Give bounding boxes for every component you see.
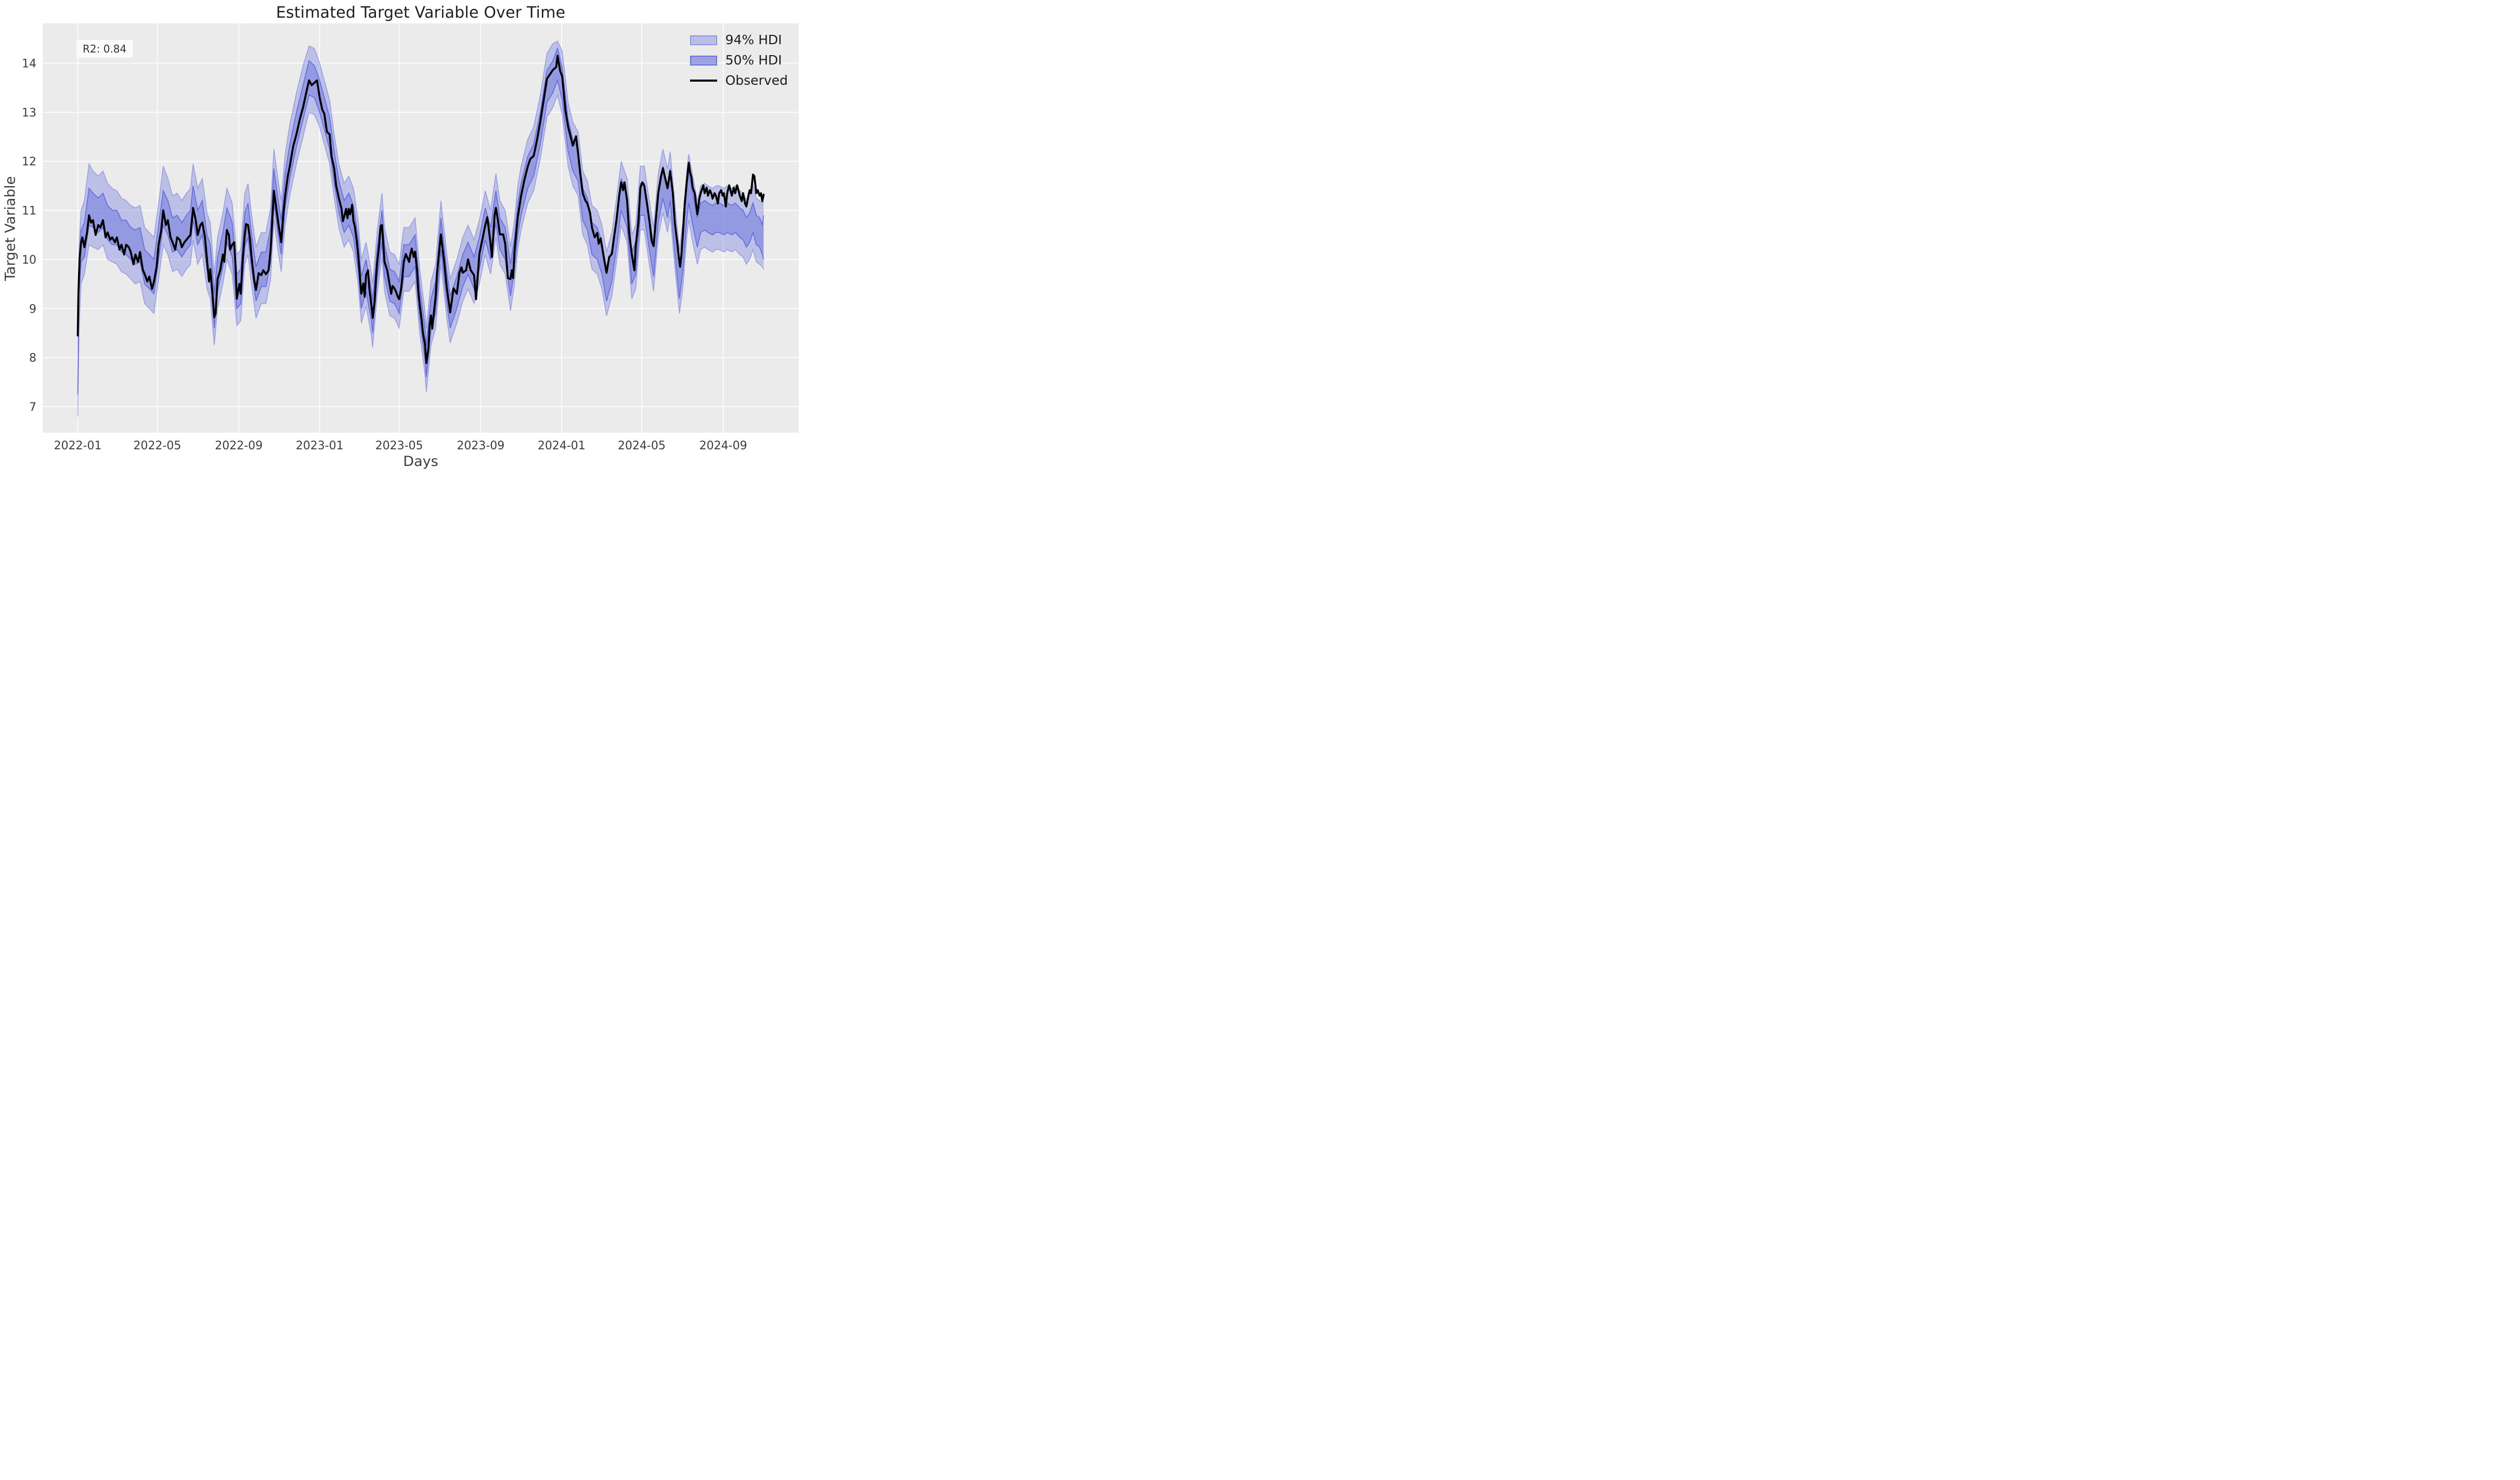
- observed-line-icon: [690, 80, 717, 82]
- r2-annotation-text: R2: 0.84: [83, 43, 127, 55]
- y-tick-label: 8: [29, 352, 36, 365]
- x-tick-label: 2024-01: [538, 439, 586, 452]
- x-tick-label: 2024-05: [618, 439, 666, 452]
- hdi94-band-upper-edge: [77, 40, 764, 329]
- y-axis-tick-labels: 7 8 9 10 11 12 13 14: [22, 57, 36, 414]
- y-tick-label: 12: [22, 155, 36, 168]
- chart-title: Estimated Target Variable Over Time: [276, 4, 566, 22]
- chart-figure: 2022-01 2022-05 2022-09 2023-01 2023-05 2023-…: [0, 0, 803, 472]
- y-tick-label: 11: [22, 205, 36, 218]
- x-axis-label: Days: [403, 453, 438, 470]
- hdi94-band-lower-edge: [77, 94, 764, 417]
- x-tick-label: 2023-09: [457, 439, 504, 452]
- plot-svg: 2022-01 2022-05 2022-09 2023-01 2023-05 2023-…: [22, 23, 799, 452]
- y-axis-label: Target Variable: [2, 176, 19, 281]
- legend-item-50-hdi: 50% HDI: [690, 53, 788, 68]
- y-tick-label: 10: [22, 254, 36, 267]
- hdi50-band-lower-edge: [77, 79, 764, 395]
- legend-label: 50% HDI: [725, 53, 782, 68]
- x-tick-label: 2024-09: [699, 439, 747, 452]
- hdi94-swatch-icon: [690, 35, 717, 45]
- x-tick-label: 2023-05: [375, 439, 423, 452]
- x-tick-label: 2022-01: [54, 439, 102, 452]
- x-tick-label: 2022-09: [215, 439, 263, 452]
- x-axis-tick-labels: 2022-01 2022-05 2022-09 2023-01 2023-05 2023-…: [54, 439, 747, 452]
- hdi50-swatch-icon: [690, 55, 717, 66]
- legend-label: Observed: [725, 73, 788, 88]
- r2-annotation: R2: 0.84: [76, 40, 133, 58]
- legend: 94% HDI 50% HDI Observed: [690, 32, 788, 88]
- observed-line: [76, 55, 765, 364]
- legend-item-94-hdi: 94% HDI: [690, 32, 788, 48]
- legend-label: 94% HDI: [725, 32, 782, 47]
- hdi94-band: [77, 41, 764, 417]
- y-tick-label: 7: [29, 401, 36, 414]
- x-tick-label: 2023-01: [296, 439, 344, 452]
- legend-item-observed: Observed: [690, 73, 788, 88]
- y-tick-label: 13: [22, 107, 36, 120]
- y-tick-label: 9: [29, 303, 36, 316]
- gridlines: [43, 23, 799, 433]
- x-tick-label: 2022-05: [133, 439, 181, 452]
- y-tick-label: 14: [22, 57, 36, 70]
